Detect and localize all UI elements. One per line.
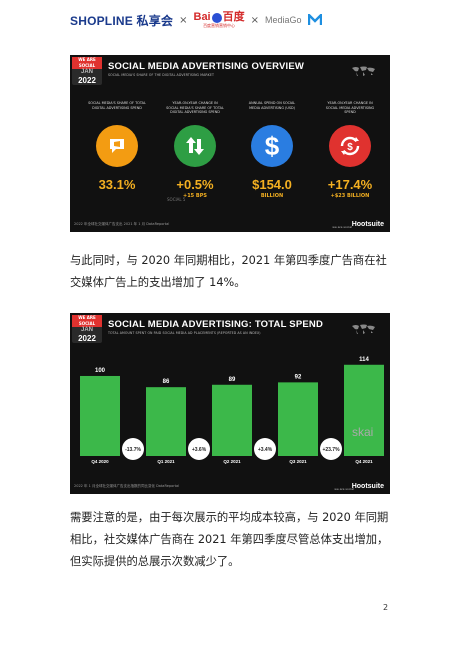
slide-mark: SOCIAL 5	[167, 197, 186, 202]
hootsuite-logo: Hootsuite	[351, 483, 384, 490]
total-spend-chart: 100 Q4 2020 86 Q1 2021 89 Q2 2021 92 Q3 2021 114…	[80, 357, 384, 464]
cycle-dollar-icon: $	[329, 125, 371, 167]
separator: ×	[179, 14, 188, 26]
change-label: -13.7%	[125, 447, 141, 453]
slide-footer: 2022 年 1 月全球社交媒体广告支出指数的同比变化 DataReportal	[74, 484, 180, 488]
slide-subtitle: SOCIAL MEDIA'S SHARE OF THE DIGITAL ADVE…	[108, 73, 215, 77]
date-badge: WE ARE SOCIAL JAN 2022	[72, 315, 102, 343]
slide-subtitle: TOTAL AMOUNT SPENT ON PAID SOCIAL MEDIA …	[108, 331, 261, 335]
hootsuite-logo: Hootsuite	[351, 221, 384, 228]
stat-annual-spend: ANNUAL SPEND ON SOCIAL MEDIA ADVERTISING…	[248, 101, 296, 199]
m-logo-icon	[307, 14, 322, 25]
change-label: +3.6%	[192, 447, 207, 453]
stat-share-change: YEAR-ON-YEAR CHANGE IN SOCIAL MEDIA'S SH…	[166, 101, 224, 199]
world-map-icon	[352, 66, 375, 76]
world-map-icon	[352, 324, 375, 334]
svg-text:$: $	[347, 142, 353, 153]
we-are-social-logo: we are social	[332, 224, 352, 229]
category-label: Q3 2021	[289, 459, 307, 464]
skai-logo: skai	[352, 425, 374, 439]
header-logos: SHOPLINE 私享会 × Bai 百度 百度营销营销中心 × MediaGo	[70, 10, 322, 30]
category-label: Q2 2021	[223, 459, 241, 464]
page-number: 2	[383, 603, 389, 612]
stat-share: SOCIAL MEDIA'S SHARE OF TOTAL DIGITAL AD…	[88, 101, 146, 192]
up-down-arrows-icon	[174, 125, 216, 167]
baidu-paw-icon	[211, 12, 222, 23]
bar	[146, 387, 186, 456]
shopline-logo: SHOPLINE 私享会	[70, 13, 174, 28]
stat-spend-change: YEAR-ON-YEAR CHANGE IN SOCIAL MEDIA ADVE…	[325, 101, 375, 199]
change-circle	[254, 438, 276, 460]
paragraph-impressions: 需要注意的是，由于每次展示的平均成本较高，与 2020 年同期相比，社交媒体广告…	[70, 511, 389, 568]
bar-value-label: 100	[95, 368, 106, 374]
change-label: +23.7%	[322, 447, 340, 453]
mediago-logo: MediaGo	[265, 15, 302, 25]
megaphone-icon	[96, 125, 138, 167]
category-label: Q4 2020	[91, 459, 109, 464]
bar-value-label: 86	[163, 379, 170, 385]
bar	[278, 382, 318, 456]
slide-total-spend: WE ARE SOCIAL JAN 2022 SOCIAL MEDIA ADVE…	[70, 313, 390, 494]
paragraph-spend-increase: 与此同时，与 2020 年同期相比，2021 年第四季度广告商在社交媒体广告上的…	[70, 254, 387, 289]
bar-value-label: 114	[359, 357, 369, 363]
bar	[80, 375, 120, 456]
change-label: +3.4%	[258, 447, 273, 453]
change-circle	[122, 438, 144, 460]
category-label: Q4 2021	[355, 459, 373, 464]
we-are-social-logo: we are social	[334, 486, 354, 491]
category-label: Q1 2021	[157, 459, 175, 464]
slide-title: SOCIAL MEDIA ADVERTISING: TOTAL SPEND	[108, 319, 324, 330]
change-circle	[188, 438, 210, 460]
bar	[344, 364, 384, 456]
change-circle	[320, 438, 342, 460]
bar-value-label: 89	[229, 377, 236, 383]
dollar-icon: $	[251, 125, 293, 167]
date-badge: WE ARE SOCIAL JAN 2022	[72, 57, 102, 85]
bar-value-label: 92	[295, 374, 302, 380]
slide-title: SOCIAL MEDIA ADVERTISING OVERVIEW	[108, 61, 305, 72]
bar	[212, 384, 252, 456]
slide-footer: 2022 年全球社交媒体广告支出 2021 年 1 月 DataReportal	[74, 222, 170, 226]
slide-advertising-overview: WE ARE SOCIAL JAN 2022 SOCIAL MEDIA ADVE…	[70, 55, 390, 232]
separator: ×	[250, 14, 260, 26]
baidu-logo: Bai 百度 百度营销营销中心	[193, 11, 245, 28]
